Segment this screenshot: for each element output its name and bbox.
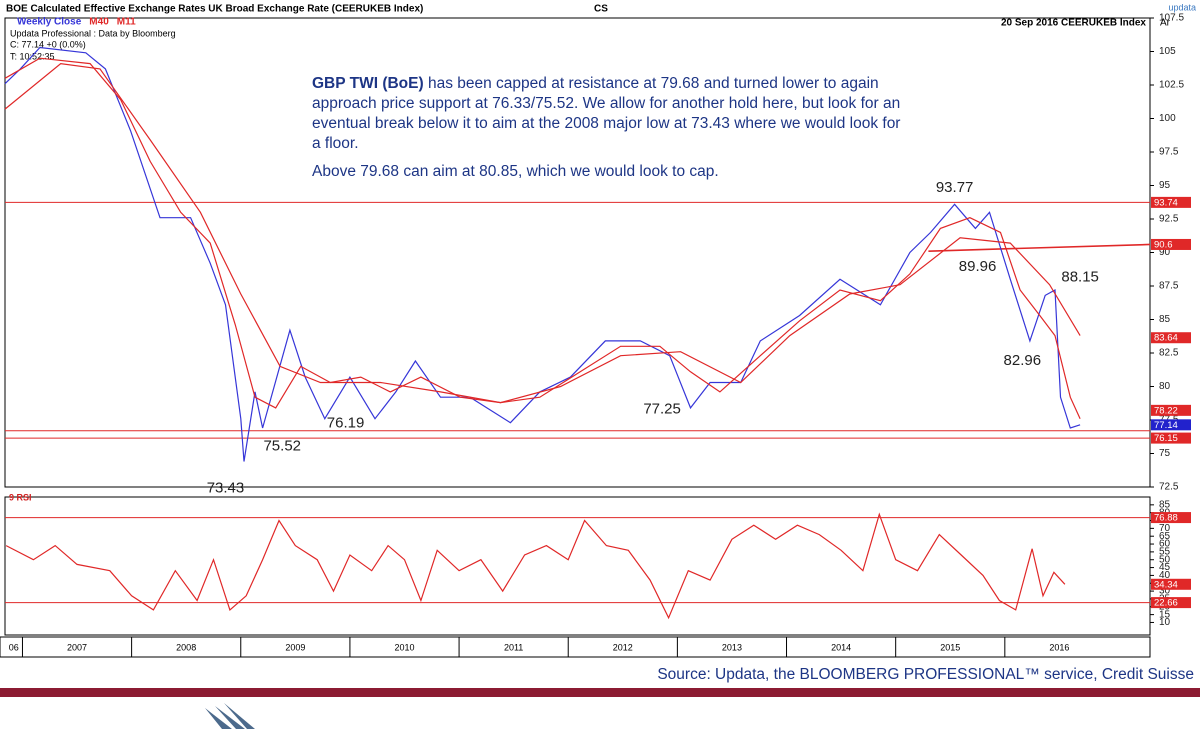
- y-tick-label: 87.5: [1159, 281, 1179, 292]
- value-marker-label: 76.15: [1154, 433, 1178, 444]
- annotation: 93.77: [936, 179, 974, 196]
- value-marker: [1151, 578, 1191, 590]
- annotation: 76.19: [327, 415, 365, 432]
- info: C: 77.14 +0 (0.0%): [10, 39, 86, 49]
- value-marker: [1151, 432, 1191, 444]
- x-axis-frame: [0, 636, 1151, 658]
- y-tick-label: 92.5: [1159, 214, 1179, 225]
- value-marker-label: 90.6: [1154, 239, 1173, 250]
- series-line: [5, 512, 1066, 620]
- y-tick-label: 107.5: [1159, 13, 1184, 24]
- y-tick-label: 72.5: [1159, 482, 1179, 493]
- source: Source: Updata, the BLOOMBERG PROFESSION…: [657, 666, 1194, 683]
- value-marker: [1151, 419, 1191, 431]
- annotation: 88.15: [1061, 268, 1099, 285]
- series-line: [4, 62, 1081, 404]
- y-tick-label: 102.5: [1159, 80, 1184, 91]
- commentary: GBP TWI (BoE) has been capped at resista…: [312, 74, 912, 190]
- annotation: 89.96: [959, 258, 997, 275]
- y-tick-label: 105: [1159, 46, 1176, 57]
- series-line: [4, 46, 1081, 462]
- annotation: 77.25: [643, 400, 681, 417]
- y-tick-label: 95: [1159, 180, 1171, 191]
- annotation: 82.96: [1004, 352, 1042, 369]
- y-tick-label: 70: [1159, 523, 1171, 534]
- x-tick-label: 2009: [285, 642, 305, 652]
- y-tick-label: 10: [1159, 617, 1171, 628]
- x-tick-label: 06: [9, 642, 19, 652]
- value-marker: [1151, 597, 1191, 609]
- y-tick-label: 80: [1159, 381, 1171, 392]
- vendor: updata: [1168, 2, 1196, 12]
- text: has been capped at resistance at 79.68 a…: [312, 75, 901, 152]
- x-tick-label: 2008: [176, 642, 196, 652]
- legend-entry: Weekly Close: [17, 17, 82, 28]
- x-tick-label: 2007: [67, 642, 87, 652]
- y-tick-label: 100: [1159, 113, 1176, 124]
- bold-text: GBP TWI (BoE): [312, 75, 424, 92]
- source-title: BOE Calculated Effective Exchange Rates …: [6, 4, 423, 15]
- x-tick-label: 2010: [394, 642, 414, 652]
- value-marker-label: 34.34: [1154, 579, 1178, 590]
- x-tick-label: 2011: [504, 642, 523, 652]
- y-tick-label: 60: [1159, 539, 1171, 550]
- broker: CS: [594, 4, 608, 15]
- x-tick-label: 2014: [831, 642, 851, 652]
- panel-title: 9 RSI: [9, 492, 32, 502]
- series-line: [4, 57, 1081, 419]
- value-marker-label: 83.64: [1154, 333, 1178, 344]
- y-tick-label: 40: [1159, 570, 1171, 581]
- logo: [205, 703, 255, 729]
- value-marker-label: 77.14: [1154, 420, 1178, 431]
- legend-entry: M40: [89, 17, 109, 28]
- y-tick-label: 15: [1159, 609, 1171, 620]
- trend-line: [928, 243, 1151, 252]
- annotation: 73.43: [207, 480, 245, 497]
- paragraph: Above 79.68 can aim at 80.85, which we w…: [312, 163, 719, 180]
- y-tick-label: 30: [1159, 586, 1171, 597]
- value-marker-label: 76.88: [1154, 513, 1178, 524]
- y-tick-label: 75: [1159, 448, 1171, 459]
- value-marker: [1151, 238, 1191, 250]
- y-tick-label: 85: [1159, 314, 1171, 325]
- x-tick-label: 2012: [613, 642, 633, 652]
- x-tick-label: 2013: [722, 642, 742, 652]
- y-tick-label: 50: [1159, 554, 1171, 565]
- value-marker: [1151, 196, 1191, 208]
- date-ticker: 20 Sep 2016 CEERUKEB Index: [1001, 18, 1146, 29]
- paragraph: GBP TWI (BoE) has been capped at resista…: [312, 74, 912, 154]
- annotation: 75.52: [263, 438, 301, 455]
- value-marker-label: 22.66: [1154, 598, 1178, 609]
- value-marker: [1151, 332, 1191, 344]
- y-tick-label: 55: [1159, 547, 1171, 558]
- value-marker-label: 93.74: [1154, 197, 1178, 208]
- info: Updata Professional : Data by Bloomberg: [10, 28, 176, 38]
- x-tick-label: 2015: [940, 642, 960, 652]
- value-marker: [1151, 404, 1191, 416]
- y-tick-label: 45: [1159, 562, 1171, 573]
- y-tick-label: 82.5: [1159, 348, 1179, 359]
- value-marker-label: 78.22: [1154, 405, 1178, 416]
- y-tick-label: 85: [1159, 499, 1171, 510]
- corner: Ar: [1160, 18, 1171, 29]
- legend-entry: M11: [117, 17, 136, 28]
- value-marker: [1151, 512, 1191, 524]
- y-tick-label: 90: [1159, 247, 1171, 258]
- footer-bar: [0, 688, 1200, 697]
- plot-frame: [4, 496, 1151, 636]
- y-tick-label: 97.5: [1159, 147, 1179, 158]
- x-tick-label: 2016: [1049, 642, 1069, 652]
- y-tick-label: 65: [1159, 531, 1171, 542]
